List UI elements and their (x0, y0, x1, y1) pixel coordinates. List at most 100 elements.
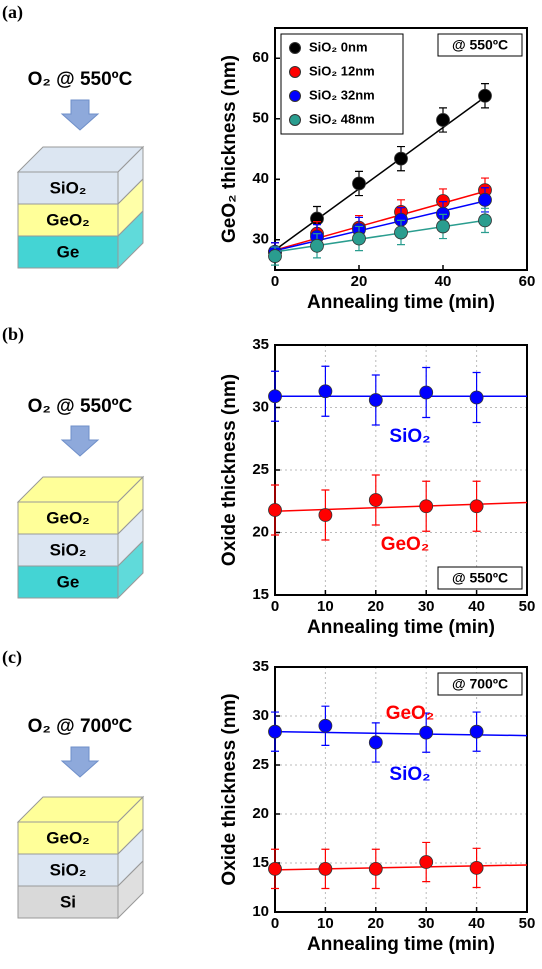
x-tick-label: 30 (418, 598, 435, 615)
fit-line (274, 200, 486, 252)
marker (394, 151, 408, 166)
x-tick-label: 0 (271, 598, 279, 615)
note: @ 550ºC (452, 570, 508, 586)
layer-label: Ge (57, 572, 80, 591)
marker (268, 249, 282, 263)
legend-entry: SiO₂ 12nm (309, 63, 375, 78)
y-tick-label: 50 (252, 110, 269, 127)
y-axis-label: Oxide thickness (nm) (219, 693, 240, 885)
marker (268, 861, 282, 876)
annotation: SiO₂ (389, 426, 430, 447)
marker (318, 508, 333, 522)
layer-label: SiO₂ (50, 178, 87, 197)
condition: O₂ @ 550ºC (28, 396, 133, 417)
marker (318, 718, 333, 733)
marker (478, 88, 492, 103)
fit-line (274, 219, 486, 253)
y-tick-label: 40 (252, 170, 269, 187)
x-tick-label: 20 (367, 598, 384, 615)
y-axis-label: GeO₂ thickness (nm) (219, 55, 240, 243)
fit-line (274, 501, 528, 512)
marker (368, 393, 383, 407)
marker (368, 735, 383, 750)
layer (17, 501, 119, 535)
marker (268, 503, 282, 517)
layer-label: SiO₂ (50, 860, 87, 879)
fit-line (274, 864, 528, 871)
layer (17, 533, 119, 567)
layer-side (117, 209, 144, 270)
marker (419, 385, 434, 400)
marker (318, 861, 333, 876)
arrow (60, 99, 100, 131)
x-tick-label: 40 (435, 273, 452, 290)
x-axis-label: Annealing time (min) (307, 617, 495, 638)
layer (17, 565, 119, 599)
panel-label: (a) (2, 2, 23, 23)
marker (469, 861, 484, 875)
marker (352, 231, 366, 246)
plot-frame (274, 666, 528, 913)
marker (436, 113, 450, 127)
marker (268, 724, 282, 739)
marker (469, 390, 484, 405)
legend-marker (289, 90, 301, 102)
layer-label: GeO₂ (46, 508, 89, 527)
marker (368, 493, 383, 507)
x-tick-label: 20 (367, 915, 384, 932)
panel-label: (c) (2, 647, 22, 668)
note-box (437, 566, 523, 590)
marker (419, 499, 434, 514)
y-tick-label: 35 (252, 336, 269, 353)
layer (17, 885, 119, 919)
legend-marker (289, 66, 301, 78)
x-tick-label: 0 (271, 915, 279, 932)
marker (478, 192, 492, 207)
legend-box (280, 33, 404, 135)
marker (419, 725, 434, 740)
marker (436, 219, 450, 234)
y-tick-label: 20 (252, 523, 269, 540)
legend-marker (289, 114, 301, 126)
note-box (437, 33, 523, 57)
x-tick-label: 10 (317, 598, 334, 615)
layer-label: GeO₂ (46, 828, 89, 847)
marker (318, 384, 333, 399)
y-tick-label: 25 (252, 756, 269, 773)
annotation: GeO₂ (386, 703, 435, 724)
y-tick-label: 15 (252, 854, 269, 871)
note-box (437, 672, 523, 696)
layer (17, 235, 119, 269)
fit-line (274, 190, 486, 251)
y-tick-label: 35 (252, 658, 269, 675)
condition: O₂ @ 700ºC (28, 716, 133, 737)
annotation: SiO₂ (389, 764, 430, 785)
x-tick-label: 0 (271, 273, 279, 290)
x-axis-label: Annealing time (min) (307, 934, 495, 955)
panel-label: (b) (2, 324, 24, 345)
legend-marker (289, 42, 301, 54)
x-tick-label: 60 (519, 273, 536, 290)
annotation: GeO₂ (381, 534, 430, 555)
y-tick-label: 60 (252, 49, 269, 66)
note: @ 550ºC (452, 37, 508, 53)
y-tick-label: 30 (252, 707, 269, 724)
x-tick-label: 10 (317, 915, 334, 932)
legend-entry: SiO₂ 32nm (309, 87, 375, 102)
layer-label: Ge (57, 242, 80, 261)
plot-frame (274, 344, 528, 596)
note: @ 700ºC (452, 676, 508, 692)
y-tick-label: 10 (252, 903, 269, 920)
x-tick-label: 40 (468, 915, 485, 932)
x-axis-label: Annealing time (min) (307, 292, 495, 313)
arrow (60, 425, 100, 457)
marker (469, 724, 484, 739)
marker (419, 855, 434, 869)
x-tick-label: 20 (351, 273, 368, 290)
marker (394, 225, 408, 240)
layer-label: GeO₂ (46, 210, 89, 229)
marker (368, 861, 383, 876)
y-tick-label: 15 (252, 586, 269, 603)
x-tick-label: 30 (418, 915, 435, 932)
